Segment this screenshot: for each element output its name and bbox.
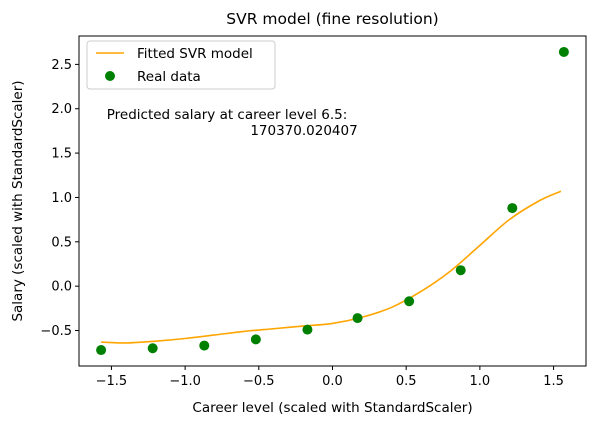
data-point	[96, 345, 107, 356]
legend-entry-fitted: Fitted SVR model	[137, 46, 253, 62]
annotation-line-1: Predicted salary at career level 6.5:	[107, 107, 348, 123]
y-tick-label: 1.0	[51, 191, 72, 206]
x-axis-label: Career level (scaled with StandardScaler…	[192, 400, 472, 416]
legend-box	[86, 40, 276, 90]
data-point	[250, 334, 261, 345]
x-tick-label: −0.5	[243, 374, 275, 389]
y-axis: −0.5 0.0 0.5 1.0 1.5 2.0 2.5	[40, 58, 79, 339]
x-tick-label: 0.0	[322, 374, 343, 389]
y-tick-label: 2.5	[51, 58, 72, 73]
legend: Fitted SVR model Real data	[86, 40, 276, 90]
y-axis-label: Salary (scaled with StandardScaler)	[10, 80, 26, 321]
annotation-line-2: 170370.020407	[250, 123, 357, 139]
y-tick-label: 1.5	[51, 147, 72, 162]
y-tick-label: 2.0	[51, 102, 72, 117]
chart-title: SVR model (fine resolution)	[226, 10, 438, 28]
data-point	[302, 324, 313, 335]
data-point	[199, 340, 210, 351]
data-point	[455, 265, 466, 276]
data-point	[507, 203, 518, 214]
y-tick-label: 0.5	[51, 235, 72, 250]
x-tick-label: −1.0	[169, 374, 201, 389]
y-tick-label: 0.0	[51, 280, 72, 295]
x-axis: −1.5 −1.0 −0.5 0.0 0.5 1.0 1.5	[96, 366, 564, 389]
legend-dot-swatch	[105, 71, 115, 81]
legend-entry-real: Real data	[137, 69, 201, 85]
fitted-svr-line	[101, 190, 562, 344]
prediction-annotation: Predicted salary at career level 6.5: 17…	[107, 107, 358, 139]
data-point	[352, 313, 363, 324]
data-point	[404, 296, 415, 307]
plot-area: −1.5 −1.0 −0.5 0.0 0.5 1.0 1.5 −0.5 0.0 0.5 1.0 1.…	[40, 35, 587, 389]
x-tick-label: 0.5	[396, 374, 417, 389]
x-tick-label: 1.0	[470, 374, 491, 389]
y-tick-label: −0.5	[40, 324, 72, 339]
x-tick-label: 1.5	[543, 374, 564, 389]
data-point	[147, 343, 158, 354]
x-tick-label: −1.5	[96, 374, 128, 389]
real-data-points	[96, 46, 569, 356]
data-point	[558, 46, 569, 57]
